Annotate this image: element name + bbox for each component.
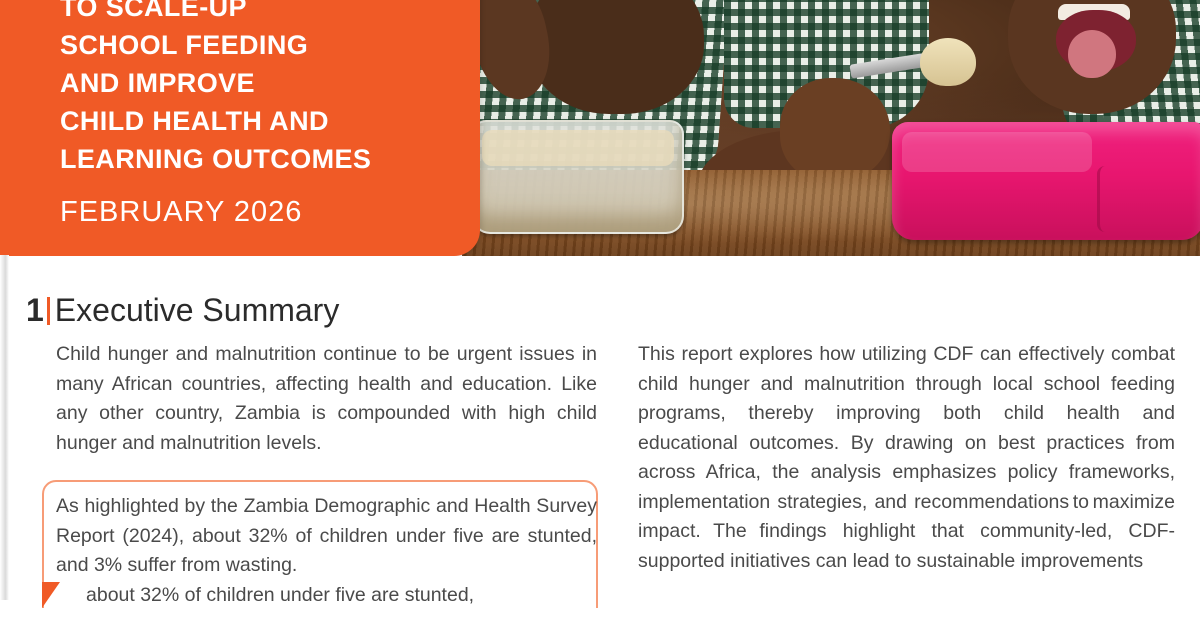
document-body: 1 Executive Summary Child hunger and mal…: [0, 256, 1200, 634]
callout-second-paragraph: about 32% of children under five are stu…: [86, 583, 475, 606]
right-column: This report explores how utilizing CDF c…: [638, 340, 1175, 576]
callout-paragraph: As highlighted by the Zambia Demographic…: [56, 495, 597, 576]
child-hand: [780, 78, 890, 182]
right-paragraph-c: highlight that community-led, CDF-suppor…: [638, 520, 1175, 572]
cover-title-line: LEARNING OUTCOMES: [60, 144, 372, 174]
cover-title: TO SCALE-UP SCHOOL FEEDING AND IMPROVE C…: [60, 0, 460, 178]
page-edge-shadow: [0, 255, 9, 600]
right-paragraph-a: This report explores how utilizing CDF c…: [638, 343, 1175, 513]
cover-hero: TO SCALE-UP SCHOOL FEEDING AND IMPROVE C…: [0, 0, 1200, 256]
clear-food-container: [472, 120, 684, 234]
section-divider-bar: [46, 296, 50, 325]
section-title-text: Executive Summary: [54, 292, 340, 328]
child-tongue: [1068, 30, 1116, 78]
porridge-on-spoon: [920, 38, 976, 86]
page-title: 1 Executive Summary: [26, 292, 339, 329]
cover-orange-panel: TO SCALE-UP SCHOOL FEEDING AND IMPROVE C…: [0, 0, 480, 256]
pink-lunch-tray: [892, 122, 1200, 240]
child-face: [528, 0, 704, 114]
callout-quote-tail: [42, 582, 60, 608]
cover-title-line: TO SCALE-UP: [60, 0, 247, 22]
cover-date: FEBRUARY 2026: [60, 196, 303, 228]
cover-title-line: CHILD HEALTH AND: [60, 106, 329, 136]
left-column-paragraph: Child hunger and malnutrition continue t…: [56, 343, 597, 454]
right-paragraph-b: recommendations to maximize impact. The …: [638, 490, 1175, 543]
callout-content: As highlighted by the Zambia Demographic…: [56, 492, 597, 610]
cover-title-line: SCHOOL FEEDING: [60, 30, 309, 60]
cover-title-line: AND IMPROVE: [60, 68, 255, 98]
callout-fade-mask: [40, 608, 602, 634]
section-number: 1: [26, 292, 44, 328]
children-eating-school-meal-photo: [462, 0, 1200, 256]
